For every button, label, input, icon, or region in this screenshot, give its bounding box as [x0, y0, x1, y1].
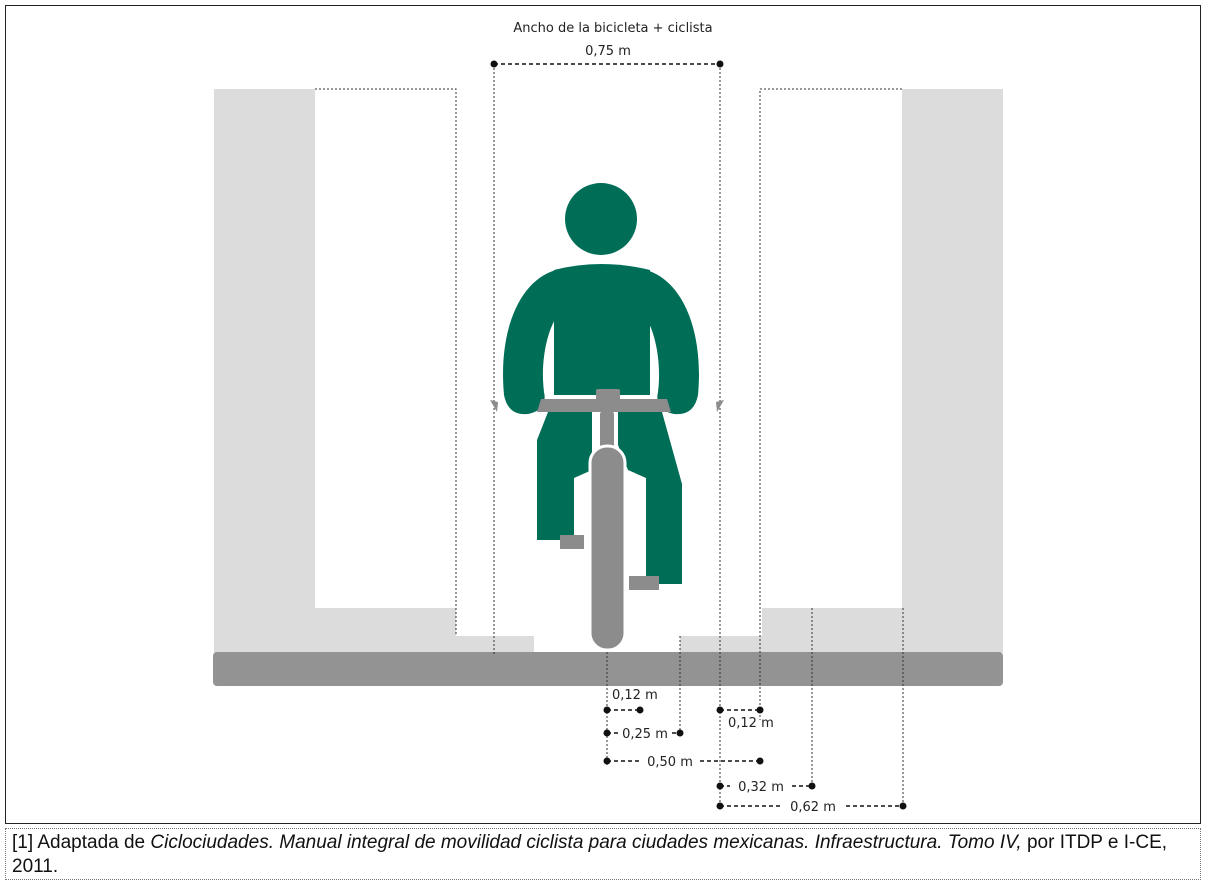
- rider-head: [565, 183, 637, 255]
- handlebar-stem: [596, 389, 620, 401]
- cyclist-figure: [503, 183, 699, 584]
- dimension-075-line: [490, 60, 724, 68]
- dimension-012-left-label: 0,12 m: [612, 688, 658, 703]
- rider-torso: [554, 264, 650, 395]
- left-wall: [214, 89, 534, 653]
- front-wheel: [588, 444, 627, 652]
- bicycle-width-diagram: Ancho de la bicicleta + ciclista 0,75 m …: [213, 21, 1003, 815]
- bike-fork: [600, 412, 614, 452]
- dimension-032-label: 0,32 m: [738, 780, 784, 795]
- caption-prefix: [1] Adaptada de: [12, 832, 151, 853]
- right-wall: [680, 89, 1003, 653]
- diagram-title: Ancho de la bicicleta + ciclista: [513, 21, 712, 36]
- dimension-dots: [603, 706, 907, 810]
- dotted-guides: [315, 64, 904, 808]
- caption-suffix: por ITDP e I-CE, 2011.: [12, 832, 1168, 877]
- ground-surface: [213, 652, 1003, 686]
- dimension-025-label: 0,25 m: [622, 727, 668, 742]
- dimension-062-label: 0,62 m: [790, 800, 836, 815]
- dimension-lines: [607, 709, 903, 807]
- bicycle-figure: [490, 389, 724, 652]
- dimension-012-right-label: 0,12 m: [728, 716, 774, 731]
- left-pedal: [560, 535, 584, 549]
- rider-left-leg: [537, 412, 592, 540]
- handlebar: [537, 399, 671, 412]
- rider-right-arm: [646, 270, 699, 415]
- dimension-050-label: 0,50 m: [647, 755, 693, 770]
- caption-source-title: Ciclociudades. Manual integral de movili…: [150, 832, 1022, 853]
- rider-left-arm: [503, 270, 556, 415]
- rider-right-leg: [618, 412, 682, 584]
- dimension-075-label: 0,75 m: [585, 44, 631, 59]
- right-pedal: [629, 576, 659, 590]
- figure-caption: [1] Adaptada de Ciclociudades. Manual in…: [5, 828, 1201, 880]
